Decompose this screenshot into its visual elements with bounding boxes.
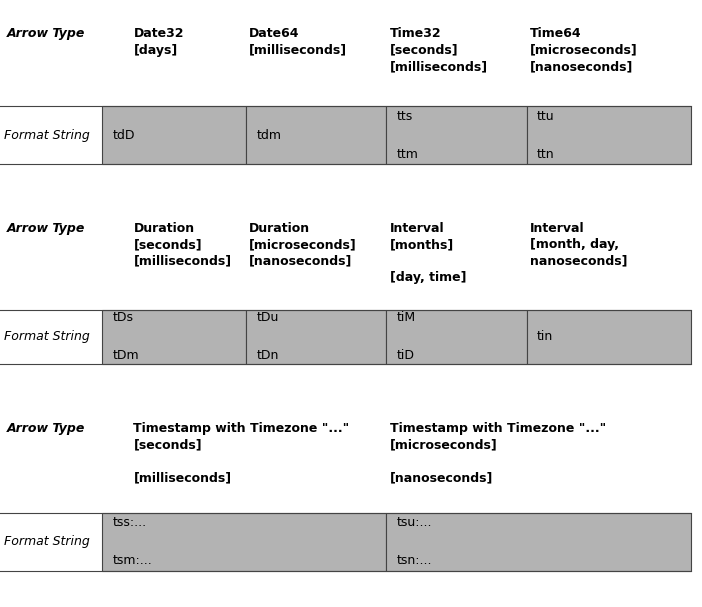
Text: tiM

tiD: tiM tiD: [397, 311, 416, 362]
Text: Time64
[microseconds]
[nanoseconds]: Time64 [microseconds] [nanoseconds]: [530, 27, 637, 73]
Text: Arrow Type: Arrow Type: [7, 27, 86, 40]
Text: Time32
[seconds]
[milliseconds]: Time32 [seconds] [milliseconds]: [390, 27, 488, 73]
Bar: [246, 310, 386, 364]
Text: tin: tin: [537, 330, 553, 344]
Bar: [386, 513, 691, 571]
Text: Interval
[month, day,
nanoseconds]: Interval [month, day, nanoseconds]: [530, 222, 628, 268]
Bar: [102, 106, 246, 164]
Text: Timestamp with Timezone "..."
[microseconds]

[nanoseconds]: Timestamp with Timezone "..." [microseco…: [390, 422, 606, 484]
Text: Format String: Format String: [4, 330, 89, 344]
Text: Duration
[seconds]
[milliseconds]: Duration [seconds] [milliseconds]: [133, 222, 232, 268]
Text: ttu

ttn: ttu ttn: [537, 109, 555, 161]
Bar: [246, 106, 386, 164]
Text: tdD: tdD: [112, 129, 135, 141]
Text: tDs

tDm: tDs tDm: [112, 311, 139, 362]
Text: Arrow Type: Arrow Type: [7, 422, 86, 435]
Text: Timestamp with Timezone "..."
[seconds]

[milliseconds]: Timestamp with Timezone "..." [seconds] …: [133, 422, 350, 484]
Text: tsu:...

tsn:...: tsu:... tsn:...: [397, 516, 432, 568]
Text: tDu

tDn: tDu tDn: [256, 311, 279, 362]
Bar: [102, 513, 386, 571]
Text: Duration
[microseconds]
[nanoseconds]: Duration [microseconds] [nanoseconds]: [249, 222, 357, 268]
Text: tts

ttm: tts ttm: [397, 109, 418, 161]
Text: tss:...

tsm:...: tss:... tsm:...: [112, 516, 152, 568]
Bar: [526, 310, 691, 364]
Bar: [386, 310, 526, 364]
Text: Arrow Type: Arrow Type: [7, 222, 86, 234]
Bar: [526, 106, 691, 164]
Text: Interval
[months]

[day, time]: Interval [months] [day, time]: [390, 222, 466, 284]
Text: Format String: Format String: [4, 535, 89, 548]
Text: Date64
[milliseconds]: Date64 [milliseconds]: [249, 27, 347, 57]
Bar: [102, 310, 246, 364]
Text: Date32
[days]: Date32 [days]: [133, 27, 184, 57]
Bar: [386, 106, 526, 164]
Text: Format String: Format String: [4, 129, 89, 141]
Text: tdm: tdm: [256, 129, 282, 141]
